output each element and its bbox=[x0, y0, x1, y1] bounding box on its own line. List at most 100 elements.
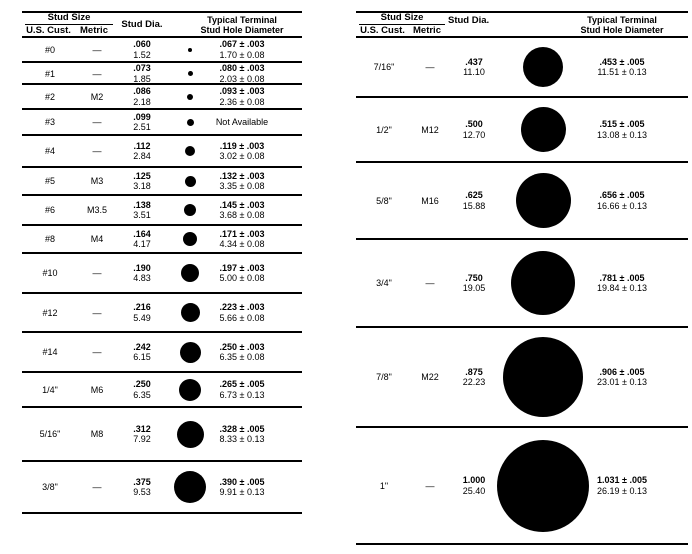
table-body: 7/16" — .437 11.10.453 ± .005 11.51 ± 0.13 1/… bbox=[356, 38, 688, 545]
stud-hole-circle bbox=[497, 439, 589, 532]
hole-dia-inch: .145 ± .003 bbox=[219, 199, 265, 210]
stud-dia-cell: .375 9.53 bbox=[116, 462, 168, 512]
stud-dia-header: Stud Dia. bbox=[121, 19, 163, 30]
hole-dia-mm: 26.19 ± 0.13 bbox=[597, 485, 647, 496]
stud-size-header-group: Stud Size U.S. Cust. Metric bbox=[22, 13, 116, 36]
table-row: #12 — .216 5.49 .223 ± .003 5.66 ± 0.08 bbox=[22, 294, 302, 333]
hole-dia-inch: 1.031 ± .005 bbox=[597, 475, 647, 485]
us-cust-size: 7/8" bbox=[376, 372, 392, 382]
stud-dia-mm: 25.40 bbox=[462, 485, 486, 496]
stud-dia-cell: .250 6.35 bbox=[116, 373, 168, 406]
hole-dia-mm: 11.51 ± 0.13 bbox=[597, 67, 647, 77]
hole-not-available: Not Available bbox=[215, 116, 269, 127]
stud-dia-mm: 1.52 bbox=[133, 49, 151, 60]
hole-dia-mm: 1.70 ± 0.08 bbox=[219, 49, 265, 60]
metric-size: M12 bbox=[421, 124, 439, 135]
stud-hole-circle bbox=[188, 47, 192, 52]
stud-dia-inch: .875 bbox=[465, 366, 483, 377]
stud-dia-inch: .086 bbox=[133, 86, 151, 96]
us-cust-size: 5/8" bbox=[376, 195, 392, 206]
hole-header-line1: Typical Terminal bbox=[587, 14, 657, 25]
us-cust-size: #12 bbox=[42, 307, 58, 318]
metric-size: M6 bbox=[90, 384, 104, 395]
table-row: #14 — .242 6.15 .250 ± .003 6.35 ± 0.08 bbox=[22, 333, 302, 373]
stud-dia-mm: 5.49 bbox=[133, 312, 151, 323]
hole-dia-cell: .067 ± .003 1.70 ± 0.08 bbox=[212, 38, 272, 61]
stud-hole-circle bbox=[176, 420, 204, 448]
metric-size: — bbox=[425, 480, 435, 491]
table-body: #0 — .060 1.52 .067 ± .003 1.70 ± 0.08 #1 — .073… bbox=[22, 38, 302, 514]
us-cust-size: #2 bbox=[44, 91, 55, 102]
stud-dia-inch: .190 bbox=[133, 262, 151, 273]
stud-dia-inch: .250 bbox=[133, 379, 151, 389]
stud-hole-circle bbox=[180, 303, 200, 322]
stud-dia-mm: 19.05 bbox=[462, 283, 486, 293]
stud-dia-cell: .625 15.88 bbox=[448, 163, 500, 238]
hole-dia-cell: Not Available bbox=[212, 110, 272, 134]
stud-dia-inch: .312 bbox=[133, 423, 151, 434]
table-row: 7/8" M22 .875 22.23 .906 ± .005 23.01 ± 0.13 bbox=[356, 328, 688, 428]
us-cust-size: 1/2" bbox=[376, 124, 392, 135]
stud-hole-circle bbox=[183, 232, 197, 246]
stud-dia-cell: .750 19.05 bbox=[448, 240, 500, 326]
us-cust-size: 3/8" bbox=[42, 482, 58, 492]
hole-circle-cell bbox=[168, 196, 212, 224]
metric-size: — bbox=[425, 278, 435, 288]
hole-circle-cell bbox=[168, 333, 212, 371]
stud-dia-cell: .112 2.84 bbox=[116, 136, 168, 166]
metric-size: M8 bbox=[90, 429, 104, 439]
hole-dia-inch: .515 ± .005 bbox=[599, 119, 645, 129]
stud-hole-circle bbox=[184, 175, 196, 187]
hole-dia-cell: .906 ± .005 23.01 ± 0.13 bbox=[586, 328, 658, 426]
table-row: #0 — .060 1.52 .067 ± .003 1.70 ± 0.08 bbox=[22, 38, 302, 63]
stud-dia-cell: .086 2.18 bbox=[116, 85, 168, 108]
hole-dia-inch: .197 ± .003 bbox=[219, 262, 265, 273]
metric-size: M22 bbox=[421, 372, 439, 382]
hole-circle-cell bbox=[168, 294, 212, 331]
stud-dia-inch: .138 bbox=[133, 199, 151, 210]
us-cust-size: 7/16" bbox=[373, 62, 395, 72]
stud-dia-mm: 1.85 bbox=[133, 73, 151, 84]
hole-dia-inch: .067 ± .003 bbox=[219, 39, 265, 49]
hole-dia-cell: .390 ± .005 9.91 ± 0.13 bbox=[212, 462, 272, 512]
table-row: 5/8" M16 .625 15.88 .656 ± .005 16.66 ± 0.13 bbox=[356, 163, 688, 240]
us-cust-size: #0 bbox=[44, 44, 55, 55]
stud-dia-cell: .312 7.92 bbox=[116, 408, 168, 460]
stud-dia-mm: 22.23 bbox=[462, 377, 486, 387]
stud-dia-cell: .216 5.49 bbox=[116, 294, 168, 331]
stud-dia-inch: .437 bbox=[465, 56, 483, 67]
us-cust-size: #3 bbox=[44, 117, 55, 127]
table-row: #6 M3.5 .138 3.51 .145 ± .003 3.68 ± 0.08 bbox=[22, 196, 302, 226]
table-row: 1/2" M12 .500 12.70 .515 ± .005 13.08 ± 0.13 bbox=[356, 98, 688, 163]
hole-dia-inch: .781 ± .005 bbox=[599, 272, 645, 283]
table-row: 1" — 1.000 25.40 1.031 ± .005 26.19 ± 0.13 bbox=[356, 428, 688, 545]
stud-dia-mm: 15.88 bbox=[462, 200, 486, 211]
hole-dia-inch: .906 ± .005 bbox=[599, 366, 645, 377]
stud-dia-inch: .112 bbox=[133, 140, 151, 151]
metric-size: M2 bbox=[90, 91, 104, 102]
us-cust-size: #1 bbox=[44, 68, 55, 79]
hole-circle-cell bbox=[168, 110, 212, 134]
us-cust-size: #4 bbox=[44, 146, 55, 156]
stud-size-subheaders: U.S. Cust. Metric bbox=[356, 25, 448, 36]
us-cust-size: 5/16" bbox=[39, 429, 61, 439]
hole-dia-cell: .328 ± .005 8.33 ± 0.13 bbox=[212, 408, 272, 460]
stud-dia-mm: 3.51 bbox=[133, 210, 151, 220]
us-cust-size: 1/4" bbox=[42, 384, 58, 395]
hole-dia-inch: .328 ± .005 bbox=[219, 423, 265, 434]
hole-dia-mm: 2.03 ± 0.08 bbox=[219, 73, 265, 84]
stud-dia-mm: 6.35 bbox=[133, 389, 151, 400]
stud-dia-mm: 4.83 bbox=[133, 273, 151, 283]
stud-dia-mm: 2.51 bbox=[133, 122, 151, 132]
metric-size: — bbox=[92, 146, 102, 156]
stud-dia-inch: .375 bbox=[133, 476, 151, 487]
hole-dia-cell: 1.031 ± .005 26.19 ± 0.13 bbox=[586, 428, 658, 543]
hole-circle-cell bbox=[168, 136, 212, 166]
metric-header: Metric bbox=[80, 25, 108, 36]
stud-dia-header: Stud Dia. bbox=[448, 15, 490, 26]
hole-dia-mm: 3.02 ± 0.08 bbox=[219, 151, 265, 161]
metric-size: — bbox=[92, 268, 102, 278]
stud-dia-inch: .099 bbox=[133, 111, 151, 122]
metric-size: — bbox=[92, 307, 102, 318]
hole-circle-cell bbox=[168, 168, 212, 194]
